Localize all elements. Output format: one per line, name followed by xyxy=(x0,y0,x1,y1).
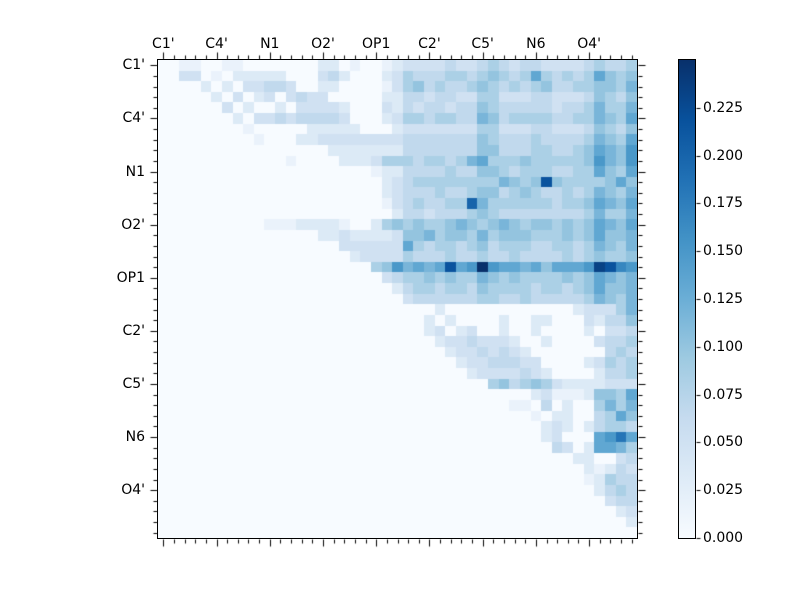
colorbar-tick-label-3: 0.075 xyxy=(703,386,744,403)
x-tick-label-2: N1 xyxy=(260,36,280,52)
colorbar-tick-label-0: 0.000 xyxy=(703,530,744,546)
colorbar-tick-label-4: 0.100 xyxy=(703,338,744,355)
y-tick-label-2: N1 xyxy=(125,163,145,180)
x-tick-label-5: C2' xyxy=(418,36,441,52)
x-tick-label-1: C4' xyxy=(205,36,228,52)
y-tick-label-4: OP1 xyxy=(116,269,145,286)
y-tick-label-1: C4' xyxy=(122,110,145,127)
colorbar-tick-label-8: 0.200 xyxy=(703,147,744,164)
colorbar-gradient xyxy=(678,59,696,539)
colorbar-tick-label-1: 0.025 xyxy=(703,482,744,499)
colorbar-tick-label-9: 0.225 xyxy=(703,99,744,116)
y-tick-label-5: C2' xyxy=(122,322,145,339)
x-tick-label-0: C1' xyxy=(152,36,175,52)
heatmap-image xyxy=(158,60,637,538)
y-tick-label-6: C5' xyxy=(122,375,145,392)
colorbar-tick-label-2: 0.050 xyxy=(703,434,744,451)
x-tick-label-8: O4' xyxy=(577,36,601,52)
x-tick-label-7: N6 xyxy=(526,36,546,52)
y-tick-label-8: O4' xyxy=(121,482,145,499)
y-tick-label-7: N6 xyxy=(125,429,145,446)
colorbar-tick-label-6: 0.150 xyxy=(703,243,744,260)
colorbar-tick-label-7: 0.175 xyxy=(703,195,744,212)
y-tick-label-3: O2' xyxy=(121,216,145,233)
x-tick-label-3: O2' xyxy=(311,36,335,52)
colorbar-tick-label-5: 0.125 xyxy=(703,291,744,307)
x-tick-label-4: OP1 xyxy=(362,36,391,52)
heatmap-plot-frame xyxy=(157,59,638,539)
x-tick-label-6: C5' xyxy=(471,36,494,52)
y-tick-label-0: C1' xyxy=(122,57,145,74)
